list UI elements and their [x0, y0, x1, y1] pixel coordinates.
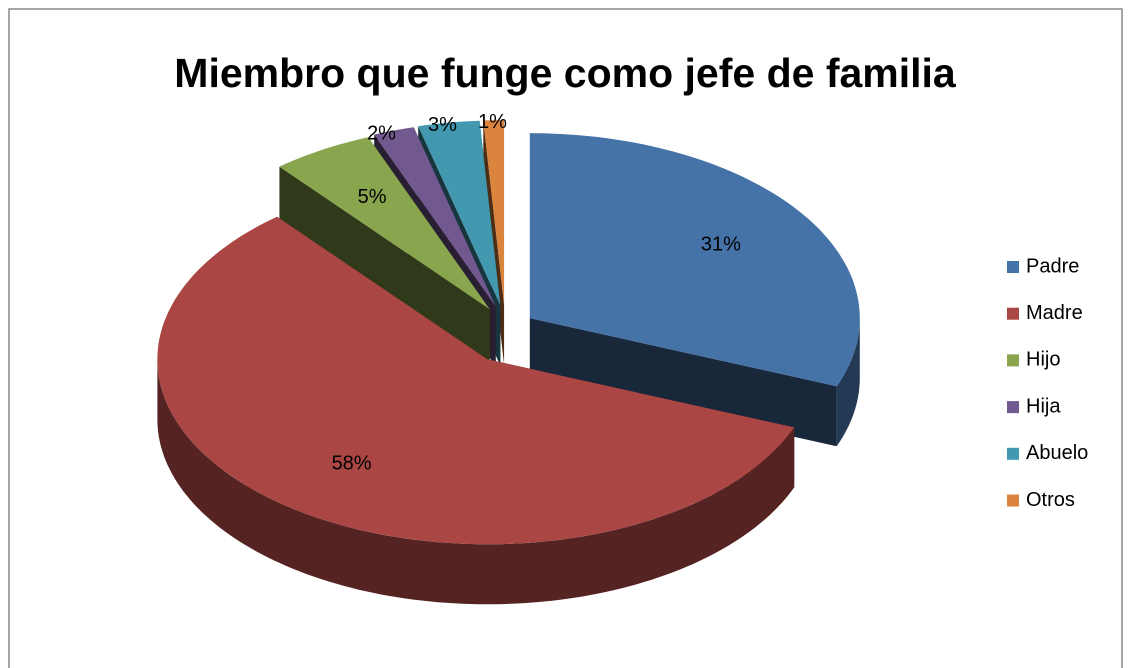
legend-label: Otros	[1026, 489, 1075, 511]
slice-wall	[529, 318, 837, 447]
chart-frame	[8, 8, 1123, 668]
data-label: 5%	[358, 186, 387, 208]
legend-label: Abuelo	[1026, 442, 1088, 464]
legend-swatch	[1007, 494, 1019, 507]
slice	[483, 120, 505, 305]
slice	[157, 216, 795, 545]
slice	[374, 127, 496, 307]
legend-swatch	[1007, 261, 1019, 273]
chart-title: Miembro que funge como jefe de familia	[174, 50, 957, 96]
data-label: 2%	[367, 123, 396, 145]
legend-swatch	[1007, 401, 1019, 414]
slice	[279, 137, 490, 310]
legend-swatch	[1007, 354, 1019, 367]
data-label: 31%	[701, 234, 741, 256]
legend-label: Hijo	[1026, 349, 1060, 371]
legend-swatch	[1007, 447, 1019, 460]
slice-side	[157, 359, 795, 605]
slice	[529, 133, 860, 387]
legend-swatch	[1007, 307, 1019, 320]
slice-wall	[279, 166, 490, 370]
slice	[418, 120, 501, 306]
legend-label: Madre	[1026, 302, 1083, 324]
data-label: 1%	[478, 111, 507, 133]
slice-side	[836, 318, 860, 447]
data-label: 58%	[332, 452, 372, 474]
legend-label: Hija	[1026, 395, 1061, 417]
legend-label: Padre	[1026, 255, 1079, 277]
data-label: 3%	[428, 114, 457, 136]
